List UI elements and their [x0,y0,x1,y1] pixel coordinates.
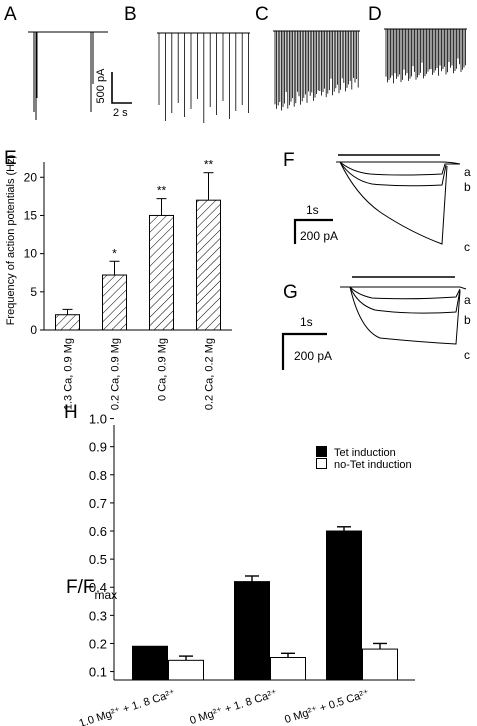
trace-g-label-c: c [464,348,470,362]
scalebar-f-current: 200 pA [300,229,338,243]
trace-d [384,28,467,84]
chart-h-category-label: 0 Mg²⁺ + 1. 8 Ca²⁺ [188,687,279,726]
trace-g [340,276,467,345]
chart-h-ytick-label: 0.9 [89,440,107,455]
chart-h-ytick-label: 1.0 [89,412,107,427]
chart-e-category-label: 0.2 Ca, 0.9 Mg [110,338,122,410]
chart-h-ytick-label: 0.7 [89,496,107,511]
chart-e-ytick-label: 20 [24,170,38,184]
chart-e-category-label: 0 Ca, 0.9 Mg [157,338,169,401]
panel-label-c: C [255,4,269,25]
trace-f-label-b: b [464,180,471,194]
chart-e-ytick-label: 10 [24,247,38,261]
trace-g-label-b: b [464,313,471,327]
chart-e-category-label: 0.2 Ca, 0.2 Mg [204,338,216,410]
chart-h-ytick-label: 0.6 [89,524,107,539]
chart-e-significance: ** [204,158,214,172]
scalebar-f: 1s 200 pA [293,203,338,244]
chart-e-category-label: 1.3 Ca, 0.9 Mg [63,338,75,410]
chart-h-bar [362,648,398,681]
panel-label-a: A [4,4,17,25]
chart-h-bar [168,659,204,681]
chart-e-ytick-label: 15 [24,208,38,222]
trace-f-label-a: a [464,165,471,179]
scalebar-g: 1s 200 pA [281,315,332,370]
chart-h-ytick-label: 0.1 [89,665,107,680]
chart-h-ylabel: F/Fmax [66,577,117,602]
chart-e-ylabel: Frequency of action potentials (Hz) [5,155,17,326]
panel-label-b: B [124,4,137,25]
trace-b [157,32,250,123]
chart-h-ytick-label: 0.5 [89,552,107,567]
chart-h-bar [132,645,168,681]
chart-e: Frequency of action potentials (Hz) 0 5 10… [5,155,232,410]
chart-e-ytick-label: 5 [30,285,37,299]
trace-g-label-a: a [464,293,471,307]
panel-label-f: F [283,150,295,171]
panel-label-d: D [368,4,382,25]
legend-swatch-tet [316,446,327,457]
chart-h-bar [234,581,270,681]
scalebar-g-time: 1s [300,315,313,329]
scalebar-top: 500 pA 2 s [95,68,132,119]
trace-f-label-c: c [464,240,470,254]
chart-h-ytick-label: 0.4 [89,580,107,595]
chart-e-bar [196,199,221,331]
chart-h-ytick-label: 0.3 [89,608,107,623]
legend-swatch-no-tet [316,458,327,469]
trace-c [273,30,360,111]
chart-e-ytick-label: 0 [30,323,37,337]
chart-h-bar [326,530,362,681]
panel-label-e: E [4,148,17,169]
scalebar-top-y: 500 pA [95,68,107,104]
chart-h: F/Fmax Tet induction no-Tet induction 1.… [66,412,415,726]
chart-h-bar [270,657,306,681]
chart-e-significance: * [112,246,117,260]
legend-label-tet: Tet induction [334,447,396,459]
scalebar-g-current: 200 pA [294,349,332,363]
chart-h-category-label: 1.0 Mg²⁺ + 1. 8 Ca²⁺ [78,687,178,726]
chart-h-ytick-label: 0.8 [89,468,107,483]
panel-label-h: H [64,402,78,423]
scalebar-top-x: 2 s [113,107,128,119]
legend-label-no-tet: no-Tet induction [334,459,412,471]
chart-e-significance: ** [157,184,167,198]
trace-f [336,154,461,245]
chart-e-bar [102,274,127,331]
scalebar-f-time: 1s [306,203,319,217]
chart-e-bar [149,214,174,331]
panel-label-g: G [283,282,298,303]
chart-e-bar [55,314,80,331]
trace-a [28,31,108,120]
chart-h-category-label: 0 Mg²⁺ + 0.5 Ca²⁺ [283,687,371,726]
chart-h-ytick-label: 0.2 [89,636,107,651]
